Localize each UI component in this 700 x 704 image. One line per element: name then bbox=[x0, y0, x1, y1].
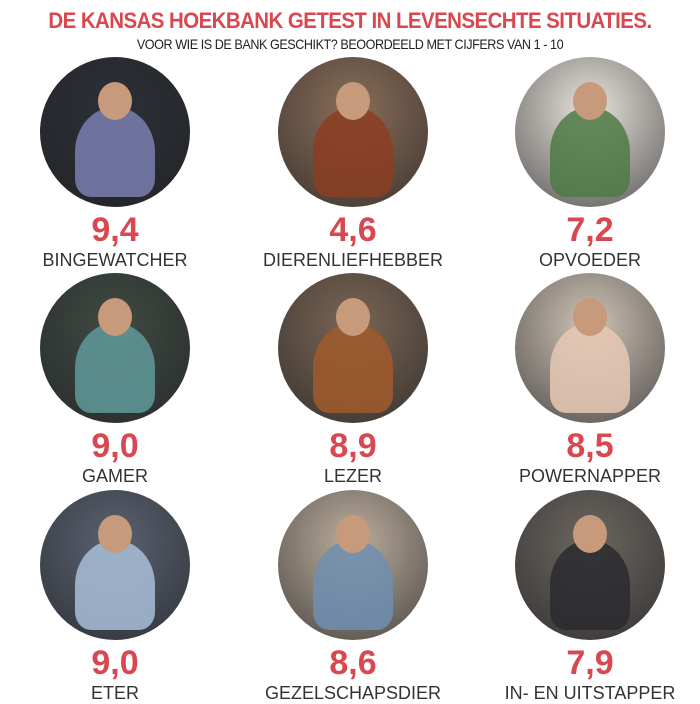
category-label: DIERENLIEFHEBBER bbox=[262, 250, 444, 270]
score: 7,2 bbox=[566, 211, 614, 249]
category-label: IN- EN UITSTAPPER bbox=[504, 683, 676, 703]
situation-photo bbox=[515, 57, 665, 207]
score: 9,0 bbox=[91, 644, 139, 682]
category-label: BINGEWATCHER bbox=[42, 250, 188, 270]
situation-photo bbox=[515, 490, 665, 640]
category-label: LEZER bbox=[323, 466, 383, 486]
rating-card: 7,9 IN- EN UITSTAPPER bbox=[471, 490, 700, 704]
score: 8,9 bbox=[329, 427, 377, 465]
page-title: DE KANSAS HOEKBANK GETEST IN LEVENSECHTE… bbox=[48, 8, 652, 33]
rating-card: 7,2 OPVOEDER bbox=[471, 57, 700, 271]
category-label: GAMER bbox=[81, 466, 148, 486]
score: 9,4 bbox=[91, 211, 139, 249]
rating-card: 8,6 GEZELSCHAPSDIER bbox=[234, 490, 472, 704]
rating-card: 9,0 ETER bbox=[0, 490, 234, 704]
situation-photo bbox=[278, 273, 428, 423]
rating-card: 9,0 GAMER bbox=[0, 273, 234, 487]
situation-photo bbox=[40, 273, 190, 423]
category-label: ETER bbox=[90, 683, 139, 703]
score: 8,5 bbox=[566, 427, 614, 465]
situation-photo bbox=[278, 57, 428, 207]
score: 4,6 bbox=[329, 211, 377, 249]
situation-photo bbox=[278, 490, 428, 640]
category-label: OPVOEDER bbox=[538, 250, 642, 270]
score: 7,9 bbox=[566, 644, 614, 682]
score: 9,0 bbox=[91, 427, 139, 465]
situation-photo bbox=[515, 273, 665, 423]
rating-card: 8,5 POWERNAPPER bbox=[471, 273, 700, 487]
rating-card: 9,4 BINGEWATCHER bbox=[0, 57, 234, 271]
situation-photo bbox=[40, 490, 190, 640]
page-subtitle: VOOR WIE IS DE BANK GESCHIKT? BEOORDEELD… bbox=[136, 36, 564, 52]
rating-card: 4,6 DIERENLIEFHEBBER bbox=[234, 57, 472, 271]
score: 8,6 bbox=[329, 644, 377, 682]
category-label: GEZELSCHAPSDIER bbox=[264, 683, 442, 703]
category-label: POWERNAPPER bbox=[518, 466, 662, 486]
situation-photo bbox=[40, 57, 190, 207]
rating-card: 8,9 LEZER bbox=[234, 273, 472, 487]
